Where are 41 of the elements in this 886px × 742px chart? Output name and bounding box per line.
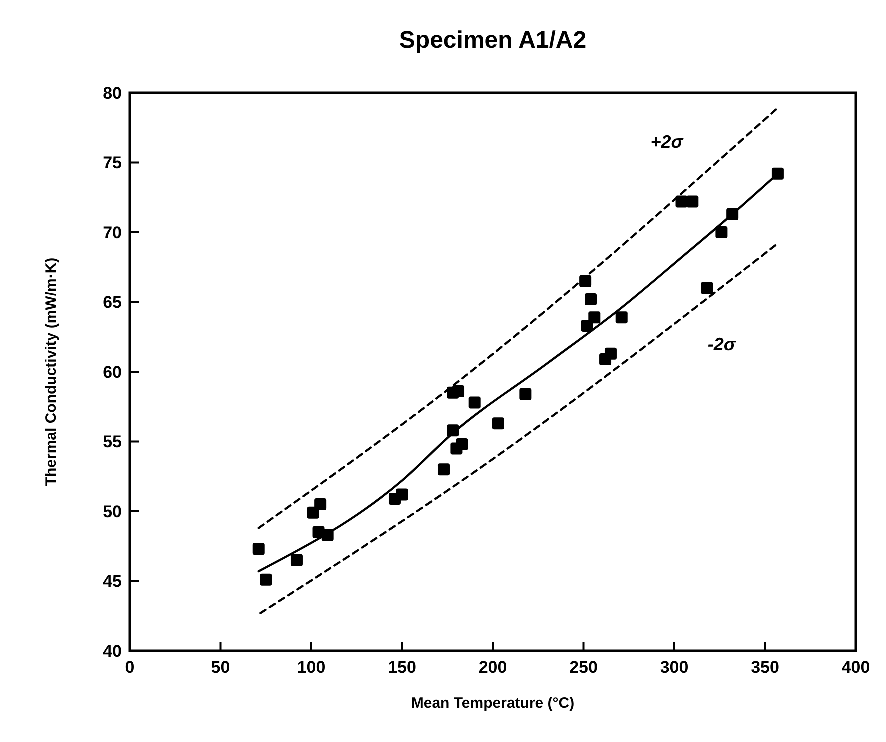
point — [290, 554, 303, 566]
point — [396, 488, 408, 501]
point — [581, 320, 594, 332]
point — [456, 438, 468, 451]
y-tick-label: 60 — [103, 362, 122, 382]
point — [252, 543, 265, 556]
point — [716, 226, 728, 238]
point — [616, 312, 628, 324]
point — [585, 293, 598, 306]
y-tick-label: 70 — [103, 223, 122, 242]
x-tick-label: 400 — [842, 658, 870, 677]
annotation: -2σ — [708, 334, 737, 355]
annotation: +2σ — [650, 132, 684, 152]
y-tick-label: 45 — [103, 572, 122, 592]
point — [314, 498, 327, 511]
y-tick-label: 50 — [103, 502, 122, 522]
y-tick-label: 75 — [103, 154, 122, 173]
y-tick-label: 65 — [103, 293, 122, 312]
point — [520, 388, 532, 400]
x-tick-label: 250 — [570, 658, 598, 677]
point — [438, 464, 450, 476]
point — [701, 282, 714, 294]
point — [604, 348, 617, 360]
point — [260, 574, 272, 586]
x-tick-label: 0 — [125, 658, 135, 677]
point — [686, 196, 699, 208]
x-tick-label: 150 — [388, 658, 416, 677]
y-tick-label: 80 — [103, 84, 122, 103]
x-tick-label: 350 — [751, 658, 780, 677]
point — [452, 386, 465, 398]
y-tick-label: 40 — [103, 642, 122, 661]
x-tick-label: 50 — [211, 658, 230, 677]
point — [468, 396, 481, 409]
x-tick-label: 100 — [297, 658, 326, 677]
chart-title: Specimen A1/A2 — [399, 27, 587, 54]
x-tick-label: 300 — [660, 658, 689, 677]
y-tick-label: 55 — [103, 432, 122, 452]
x-axis-title: Mean Temperature (°C) — [411, 695, 575, 712]
point — [492, 418, 504, 430]
y-axis-title: Thermal Conductivity (mW/m·K) — [43, 258, 60, 486]
x-tick-label: 200 — [478, 658, 508, 677]
